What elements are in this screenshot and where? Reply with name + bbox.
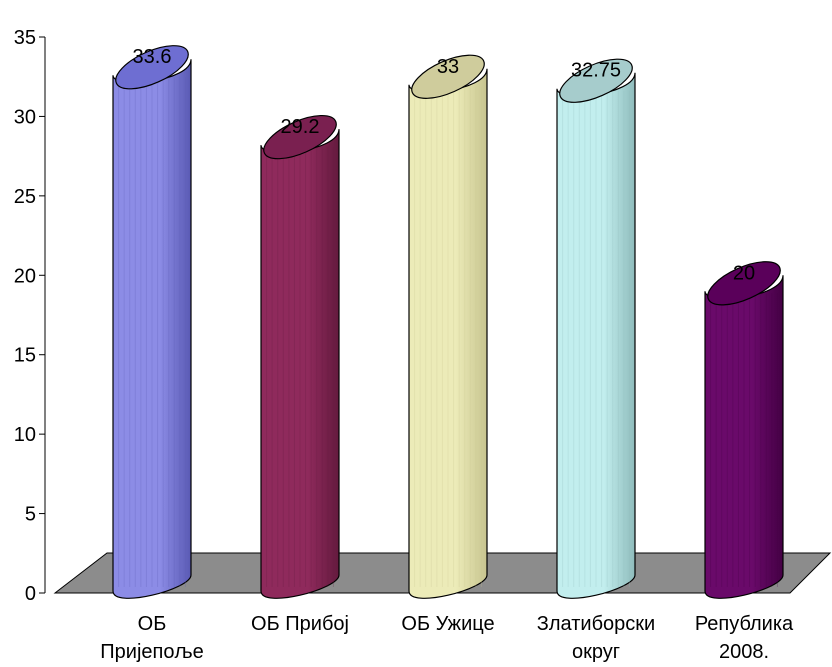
y-tick-label: 10 [14,424,36,446]
y-tick-label: 35 [14,27,36,49]
category-label: Република [695,613,794,635]
bar-cylinder-top [559,58,633,103]
category-label: 2008. [719,641,769,663]
bar-cylinder-top [263,114,337,160]
y-tick-label: 15 [14,345,36,367]
category-label: Златиборски [537,613,655,635]
category-label: Пријепоље [100,641,203,663]
y-tick-label: 20 [14,265,36,287]
data-label: 33 [437,56,459,78]
bar-cylinder-top [707,261,781,306]
data-label: 32.75 [571,60,621,82]
data-label: 33.6 [133,46,172,68]
data-labels: 33.6 29.2 33 32.75 20 [133,46,756,284]
y-tick-label: 25 [14,186,36,208]
y-tick-label: 0 [25,583,36,605]
bar-cylinder-top [115,45,189,90]
y-axis: 0 5 10 15 20 25 30 35 [14,27,46,605]
data-label: 29.2 [281,116,320,138]
category-label: ОБ Прибој [251,613,349,635]
category-label: ОБ [138,613,167,635]
data-label: 20 [733,262,755,284]
y-tick-label: 5 [25,504,36,526]
category-labels: ОБ Пријепоље ОБ Прибој ОБ Ужице Златиборски о… [100,613,794,663]
bars [112,45,784,599]
y-tick-label: 30 [14,106,36,128]
category-label: ОБ Ужице [401,613,494,635]
category-label: округ [572,641,620,663]
bar-cylinder-top [411,54,485,99]
